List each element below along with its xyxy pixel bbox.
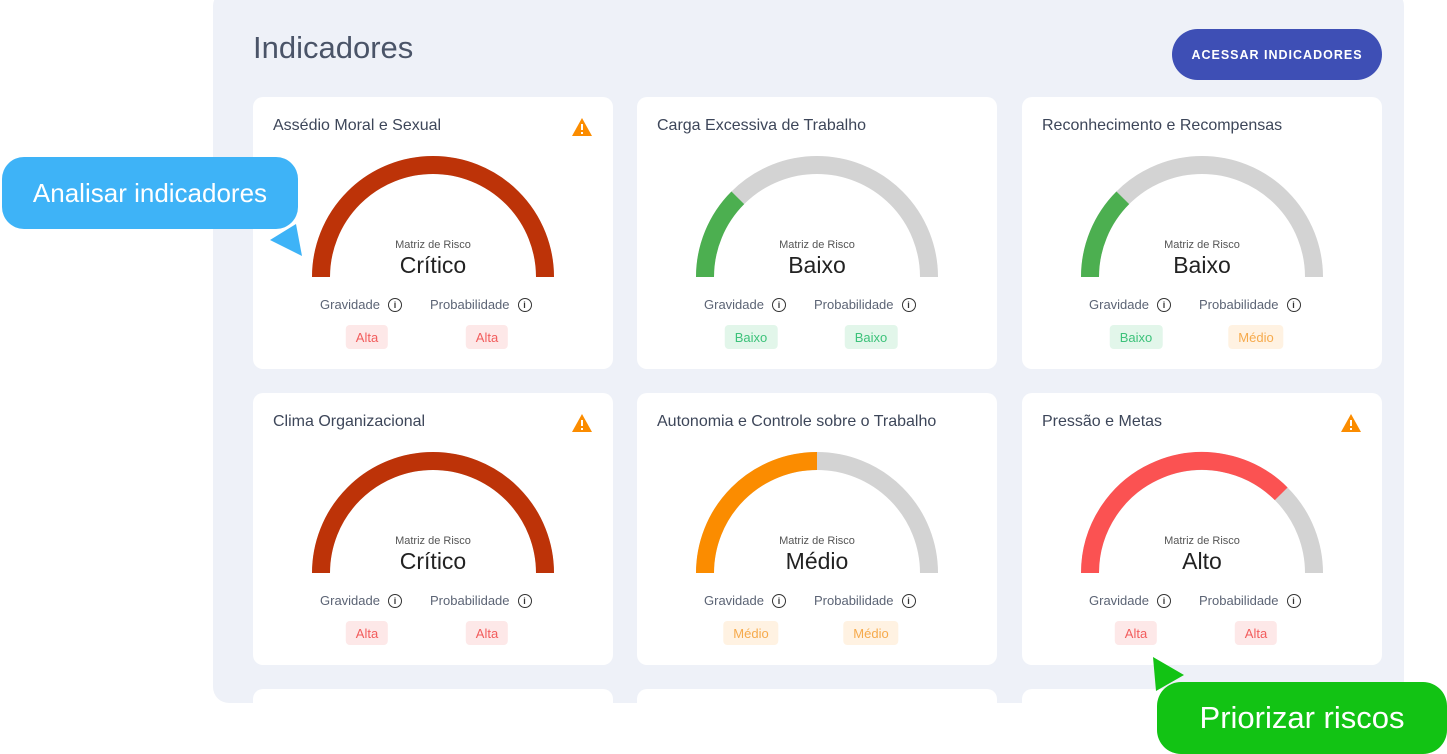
risk-gauge: [1081, 452, 1323, 574]
probabilidade-badge: Alta: [465, 621, 509, 645]
indicator-card[interactable]: Clima Organizacional Matriz de Risco Crí…: [253, 393, 613, 665]
probabilidade-label: Probabilidade i: [814, 297, 916, 312]
gauge-fill: [1081, 452, 1288, 574]
gravidade-badge: Baixo: [1109, 325, 1163, 349]
card-title: Clima Organizacional: [273, 413, 426, 430]
gravidade-text: Gravidade: [704, 297, 764, 312]
gravidade-text: Gravidade: [1089, 297, 1149, 312]
matrix-label: Matriz de Risco: [395, 535, 471, 547]
gravidade-label: Gravidade i: [704, 297, 786, 312]
card-title: Reconhecimento e Recompensas: [1042, 117, 1283, 134]
warning-icon: [1341, 414, 1361, 432]
probabilidade-label: Probabilidade i: [1199, 297, 1301, 312]
gravidade-badge: Baixo: [724, 325, 778, 349]
gravidade-text: Gravidade: [320, 593, 380, 608]
gravidade-badge: Alta: [345, 621, 389, 645]
indicator-card[interactable]: Reconhecimento e Recompensas Matriz de R…: [1022, 97, 1382, 369]
risk-gauge: [312, 452, 554, 574]
gravidade-text: Gravidade: [704, 593, 764, 608]
indicator-card[interactable]: Pressão e Metas Matriz de Risco Alto Gra…: [1022, 393, 1382, 665]
card-title: Pressão e Metas: [1042, 413, 1163, 430]
gauge-fill: [312, 156, 554, 278]
probabilidade-label: Probabilidade i: [1199, 593, 1301, 608]
callout-pointer-blue: [270, 224, 302, 256]
info-icon[interactable]: i: [901, 297, 916, 312]
info-icon[interactable]: i: [771, 297, 786, 312]
gravidade-badge: Alta: [1114, 621, 1158, 645]
info-icon[interactable]: i: [1286, 297, 1301, 312]
warning-icon: [572, 414, 592, 432]
indicator-card-partial: [253, 689, 613, 729]
probabilidade-badge: Baixo: [844, 325, 898, 349]
probabilidade-label: Probabilidade i: [430, 297, 532, 312]
warning-icon: [572, 118, 592, 136]
probabilidade-text: Probabilidade: [430, 297, 510, 312]
gauge-fill: [696, 191, 745, 278]
info-icon[interactable]: i: [517, 297, 532, 312]
info-icon[interactable]: i: [517, 593, 532, 608]
callout-pointer-green: [1153, 657, 1184, 691]
risk-level: Alto: [1182, 548, 1222, 574]
risk-level: Crítico: [399, 252, 467, 278]
indicator-card[interactable]: Carga Excessiva de Trabalho Matriz de Ri…: [637, 97, 997, 369]
info-icon[interactable]: i: [387, 297, 402, 312]
probabilidade-text: Probabilidade: [430, 593, 510, 608]
indicator-card[interactable]: Assédio Moral e Sexual Matriz de Risco C…: [253, 97, 613, 369]
gravidade-badge: Médio: [723, 621, 779, 645]
risk-gauge: [696, 452, 938, 574]
risk-gauge: [1081, 156, 1323, 278]
info-icon[interactable]: i: [1286, 593, 1301, 608]
risk-level: Médio: [785, 548, 849, 574]
card-title: Assédio Moral e Sexual: [273, 117, 442, 134]
gravidade-label: Gravidade i: [704, 593, 786, 608]
info-icon[interactable]: i: [1156, 593, 1171, 608]
card-title: Carga Excessiva de Trabalho: [657, 117, 866, 134]
indicator-card[interactable]: Autonomia e Controle sobre o Trabalho Ma…: [637, 393, 997, 665]
indicator-card-partial: [637, 689, 997, 729]
card-title: Autonomia e Controle sobre o Trabalho: [657, 413, 937, 430]
gravidade-label: Gravidade i: [320, 297, 402, 312]
page-title: Indicadores: [253, 30, 414, 65]
risk-level: Baixo: [788, 252, 846, 278]
probabilidade-text: Probabilidade: [1199, 297, 1279, 312]
gauge-fill: [1081, 191, 1130, 278]
info-icon[interactable]: i: [1156, 297, 1171, 312]
info-icon[interactable]: i: [771, 593, 786, 608]
probabilidade-badge: Médio: [1228, 325, 1284, 349]
probabilidade-text: Probabilidade: [1199, 593, 1279, 608]
access-indicators-button[interactable]: ACESSAR INDICADORES: [1172, 29, 1382, 80]
callout-prioritize: Priorizar riscos: [1157, 682, 1447, 754]
info-icon[interactable]: i: [901, 593, 916, 608]
gravidade-label: Gravidade i: [1089, 593, 1171, 608]
probabilidade-text: Probabilidade: [814, 593, 894, 608]
risk-gauge: [696, 156, 938, 278]
matrix-label: Matriz de Risco: [395, 239, 471, 251]
gravidade-badge: Alta: [345, 325, 389, 349]
probabilidade-badge: Médio: [843, 621, 899, 645]
risk-level: Crítico: [399, 548, 467, 574]
gravidade-text: Gravidade: [1089, 593, 1149, 608]
matrix-label: Matriz de Risco: [1164, 239, 1240, 251]
risk-level: Baixo: [1173, 252, 1231, 278]
probabilidade-badge: Alta: [465, 325, 509, 349]
risk-gauge: [312, 156, 554, 278]
probabilidade-badge: Alta: [1234, 621, 1278, 645]
callout-analyze: Analisar indicadores: [2, 157, 298, 229]
matrix-label: Matriz de Risco: [1164, 535, 1240, 547]
probabilidade-text: Probabilidade: [814, 297, 894, 312]
info-icon[interactable]: i: [387, 593, 402, 608]
matrix-label: Matriz de Risco: [779, 239, 855, 251]
gauge-fill: [696, 452, 818, 574]
gravidade-label: Gravidade i: [1089, 297, 1171, 312]
gravidade-label: Gravidade i: [320, 593, 402, 608]
gauge-fill: [312, 452, 554, 574]
probabilidade-label: Probabilidade i: [430, 593, 532, 608]
probabilidade-label: Probabilidade i: [814, 593, 916, 608]
matrix-label: Matriz de Risco: [779, 535, 855, 547]
gravidade-text: Gravidade: [320, 297, 380, 312]
